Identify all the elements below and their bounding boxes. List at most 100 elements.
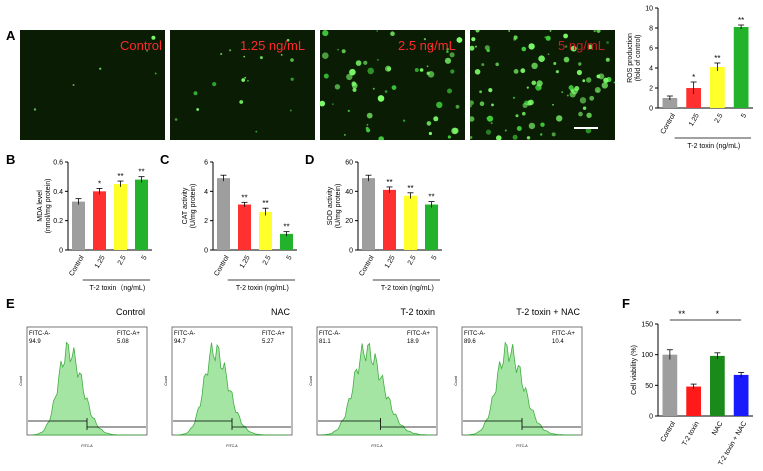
cell-dot bbox=[516, 126, 522, 131]
histogram-area bbox=[30, 341, 143, 436]
x-tick-label: 2.5 bbox=[714, 112, 725, 124]
y-tick-label: 0.4 bbox=[53, 189, 63, 196]
cell-dot bbox=[444, 57, 452, 64]
cell-dot bbox=[586, 77, 592, 83]
cell-dot bbox=[390, 31, 395, 36]
cell-dot bbox=[512, 96, 516, 99]
x-tick-label: 1.25 bbox=[688, 112, 701, 127]
x-tick-label: 2.5 bbox=[262, 254, 273, 266]
significance-mark: ** bbox=[138, 168, 144, 177]
y-tick-label: 2 bbox=[204, 218, 208, 225]
flow-title: Control bbox=[116, 307, 145, 317]
y-tick-label: 60 bbox=[345, 160, 353, 167]
cell-dot bbox=[528, 122, 536, 130]
micrograph-5: 5 ng/mL bbox=[470, 30, 615, 140]
flow-title: NAC bbox=[271, 307, 291, 317]
cell-dot bbox=[520, 68, 526, 74]
cell-dot bbox=[521, 46, 527, 52]
cell-dot bbox=[450, 69, 455, 74]
y-tick-label: 0.2 bbox=[53, 218, 63, 225]
panel-label-c: C bbox=[160, 152, 170, 167]
cell-dot bbox=[154, 72, 157, 75]
histogram-area bbox=[465, 341, 578, 436]
cell-dot bbox=[531, 80, 537, 86]
y-tick-label: 40 bbox=[345, 189, 353, 196]
y-tick-label: 0 bbox=[349, 248, 353, 255]
cell-dot bbox=[508, 30, 511, 32]
micrograph-control: Control bbox=[20, 30, 165, 140]
micrograph-2-5: 2.5 ng/mL bbox=[320, 30, 465, 140]
cell-dot bbox=[244, 76, 247, 79]
flow-histogram-t2-toxin: T-2 toxin FITC-A- 81.1 FITC-A+ 18.9 Count FITC… bbox=[309, 307, 438, 448]
significance-mark: ** bbox=[714, 54, 720, 63]
cell-dot bbox=[366, 112, 373, 119]
x-tick-label: 5 bbox=[431, 254, 439, 261]
fitc-positive-value: 5.08 bbox=[117, 339, 129, 345]
cell-dot bbox=[586, 112, 592, 119]
flow-histogram-nac: NAC FITC-A- 94.7 FITC-A+ 5.27 Count FITC-A bbox=[164, 307, 293, 448]
bar bbox=[733, 27, 749, 108]
fitc-negative-value: 94.7 bbox=[174, 339, 186, 345]
significance-mark: ** bbox=[386, 178, 392, 187]
bar bbox=[733, 374, 749, 416]
cell-dot bbox=[585, 127, 592, 134]
cell-dot bbox=[470, 136, 473, 139]
cell-dot bbox=[504, 129, 507, 132]
cell-dot bbox=[419, 68, 424, 72]
cell-dot bbox=[574, 86, 580, 91]
cell-dot bbox=[337, 48, 339, 51]
cell-dot bbox=[479, 90, 482, 94]
x-tick-label: 5 bbox=[740, 112, 748, 119]
cell-dot bbox=[212, 82, 217, 87]
fitc-positive-value: 18.9 bbox=[407, 339, 419, 345]
cell-dot bbox=[72, 84, 75, 86]
y-axis-label: Cell viability (%) bbox=[631, 345, 638, 395]
bar bbox=[279, 233, 294, 250]
bar bbox=[382, 189, 397, 250]
cell-dot bbox=[428, 131, 432, 136]
y-axis-label-line: (fold of control) bbox=[635, 35, 642, 82]
cell-dot bbox=[377, 95, 385, 102]
comparison-significance: * bbox=[716, 309, 720, 319]
histogram-area bbox=[175, 342, 288, 436]
cell-dot bbox=[391, 85, 397, 90]
cell-dot bbox=[471, 37, 476, 42]
cell-dot bbox=[528, 99, 534, 106]
x-tick-label: Control bbox=[358, 254, 376, 277]
cell-dot bbox=[594, 87, 601, 93]
cell-dot bbox=[449, 52, 455, 58]
cell-dot bbox=[587, 44, 593, 50]
cell-dot bbox=[556, 115, 563, 122]
cell-dot bbox=[352, 87, 357, 92]
bar bbox=[424, 204, 439, 250]
bar bbox=[216, 178, 231, 250]
micrograph-label: Control bbox=[120, 38, 162, 53]
panel-label-f: F bbox=[622, 296, 630, 311]
flow-y-label: Count bbox=[454, 376, 458, 385]
cell-dot bbox=[522, 102, 528, 108]
cell-dot bbox=[512, 134, 518, 140]
x-tick-label: Control bbox=[660, 112, 678, 135]
cell-dot bbox=[470, 100, 474, 106]
cell-dot bbox=[566, 94, 569, 97]
cell-dot bbox=[547, 53, 550, 56]
cell-dot bbox=[196, 108, 200, 111]
cell-dot bbox=[598, 73, 605, 80]
cell-dot bbox=[579, 97, 587, 104]
cell-dot bbox=[151, 35, 156, 40]
cell-dot bbox=[582, 106, 587, 110]
cell-dot bbox=[259, 56, 263, 60]
fitc-positive-label: FITC-A+ bbox=[262, 331, 285, 337]
significance-mark: * bbox=[98, 179, 101, 188]
cell-dot bbox=[414, 68, 419, 72]
cell-dot bbox=[446, 50, 449, 53]
histogram-area bbox=[320, 342, 434, 436]
chart-mda-level: 0 0.2 0.4 0.6 Control * 1.25 ** 2.5 ** 5 MDA level(… bbox=[37, 160, 152, 292]
cell-dot bbox=[596, 30, 601, 33]
micrograph-cells bbox=[174, 38, 294, 133]
cell-dot bbox=[426, 65, 429, 68]
cell-dot bbox=[470, 104, 472, 108]
micrograph-1-25: 1.25 ng/mL bbox=[170, 30, 315, 140]
significance-mark: ** bbox=[407, 184, 413, 193]
flow-x-label: FITC-A bbox=[516, 444, 528, 448]
